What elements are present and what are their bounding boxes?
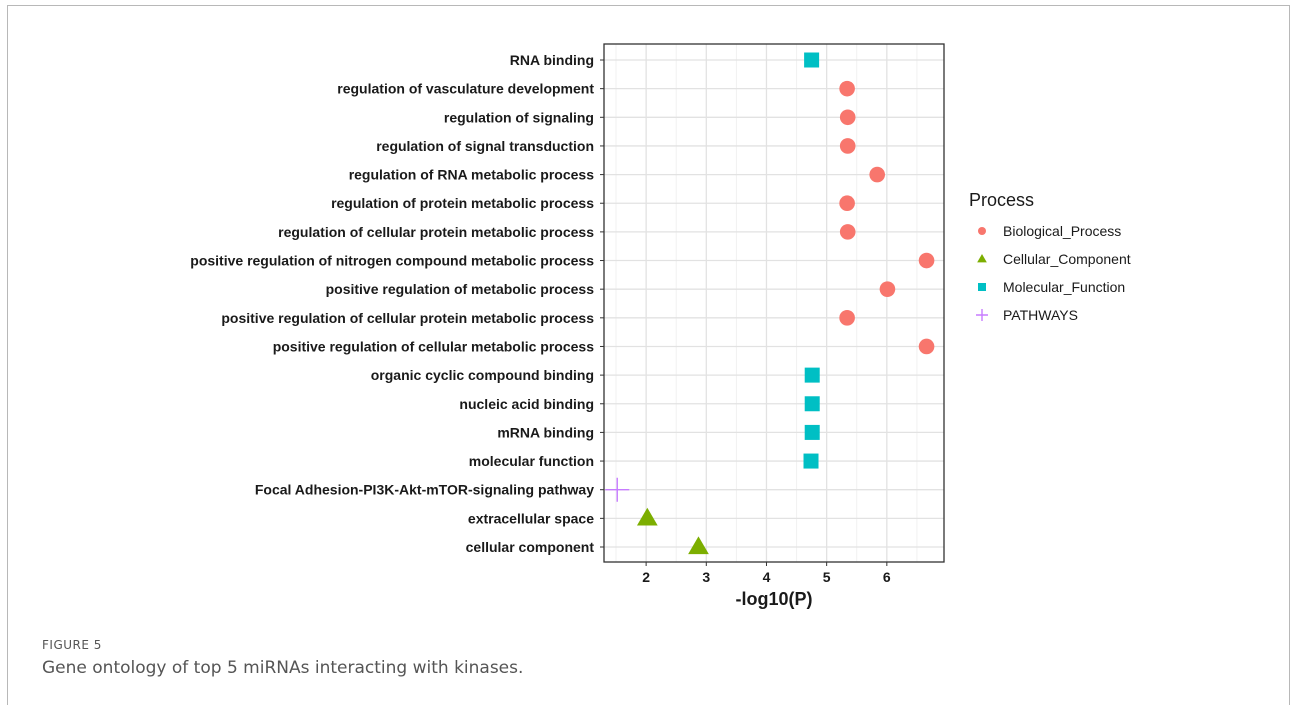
legend-key-molecular-function xyxy=(978,283,986,291)
y-tick-label: positive regulation of metabolic process xyxy=(326,281,595,297)
x-tick-label: 2 xyxy=(642,569,650,585)
point-molecular-function xyxy=(804,52,820,68)
point-biological-process xyxy=(839,109,856,126)
y-tick-label: Focal Adhesion-PI3K-Akt-mTOR-signaling p… xyxy=(255,482,594,498)
legend-key-cellular-component xyxy=(977,254,987,263)
y-tick-label: regulation of signaling xyxy=(444,109,594,125)
y-tick-label: positive regulation of cellular metaboli… xyxy=(273,338,595,354)
point-biological-process xyxy=(839,80,855,97)
x-tick-label: 6 xyxy=(883,569,891,585)
y-tick-label: regulation of signal transduction xyxy=(376,138,594,154)
y-tick-label: positive regulation of nitrogen compound… xyxy=(190,253,594,269)
y-tick-label: nucleic acid binding xyxy=(459,396,594,412)
point-cellular-component xyxy=(636,507,658,526)
legend-label: Biological_Process xyxy=(1003,223,1121,239)
y-tick-label: extracellular space xyxy=(468,510,594,526)
figure-label: FIGURE 5 xyxy=(42,638,102,652)
y-tick-label: regulation of cellular protein metabolic… xyxy=(278,224,594,240)
point-biological-process xyxy=(879,281,896,297)
y-tick-label: molecular function xyxy=(469,453,594,469)
point-molecular-function xyxy=(804,367,820,383)
point-biological-process xyxy=(839,310,855,326)
legend-key-pathways xyxy=(976,309,988,321)
point-molecular-function xyxy=(803,453,819,469)
legend-label: Molecular_Function xyxy=(1003,279,1125,295)
y-tick-label: cellular component xyxy=(466,539,595,555)
legend-label: PATHWAYS xyxy=(1003,307,1078,323)
legend-label: Cellular_Component xyxy=(1003,251,1131,267)
legend-title: Process xyxy=(969,190,1034,210)
y-tick-label: regulation of RNA metabolic process xyxy=(349,167,595,183)
x-axis-label: -log10(P) xyxy=(735,589,812,609)
x-tick-label: 5 xyxy=(823,569,831,585)
point-molecular-function xyxy=(804,396,820,412)
point-biological-process xyxy=(839,224,856,240)
point-biological-process xyxy=(839,138,856,154)
point-biological-process xyxy=(918,338,935,355)
plot-panel-background xyxy=(604,44,944,562)
point-cellular-component xyxy=(688,536,709,555)
x-tick-label: 4 xyxy=(763,569,771,585)
y-tick-label: positive regulation of cellular protein … xyxy=(221,310,594,326)
point-biological-process xyxy=(918,252,935,269)
y-tick-label: regulation of vasculature development xyxy=(337,81,594,97)
point-biological-process xyxy=(839,195,855,212)
dot-plot-chart: RNA binding regulation of vasculature dev… xyxy=(190,43,1131,609)
x-tick-label: 3 xyxy=(702,569,710,585)
point-biological-process xyxy=(869,166,886,183)
y-tick-label: regulation of protein metabolic process xyxy=(331,195,594,211)
y-tick-label: mRNA binding xyxy=(497,424,594,440)
point-pathways xyxy=(605,477,630,502)
point-molecular-function xyxy=(804,424,820,440)
plot-panel-border xyxy=(603,43,945,563)
figure-caption: Gene ontology of top 5 miRNAs interactin… xyxy=(42,658,524,678)
y-tick-label: RNA binding xyxy=(510,52,594,68)
legend-key-biological-process xyxy=(978,227,986,235)
figure-frame xyxy=(7,5,1290,705)
y-tick-label: organic cyclic compound binding xyxy=(371,367,594,383)
